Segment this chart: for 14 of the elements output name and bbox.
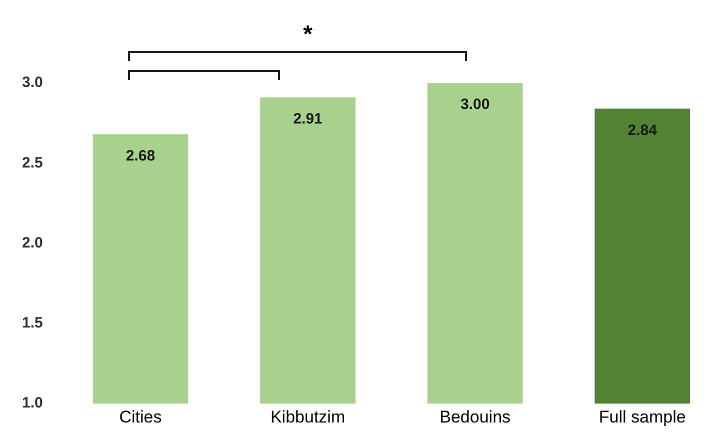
y-tick-label: 2.5 — [22, 154, 43, 172]
y-tick-label: 1.0 — [22, 394, 43, 412]
x-tick-label: Kibbutzim — [270, 407, 346, 426]
data-label: 2.84 — [628, 122, 658, 139]
text: * — [302, 21, 314, 49]
x-tick-label: Cities — [119, 407, 162, 426]
y-tick-label: 3.0 — [22, 74, 43, 92]
y-tick-label: 1.5 — [22, 314, 43, 332]
data-label: 3.00 — [460, 96, 490, 114]
data-label: 2.91 — [293, 110, 322, 128]
data-label: 2.68 — [126, 147, 156, 164]
y-tick-label: 2.0 — [22, 234, 43, 252]
x-tick-label: Bedouins — [440, 407, 511, 426]
x-tick-label: Full sample — [598, 407, 686, 426]
